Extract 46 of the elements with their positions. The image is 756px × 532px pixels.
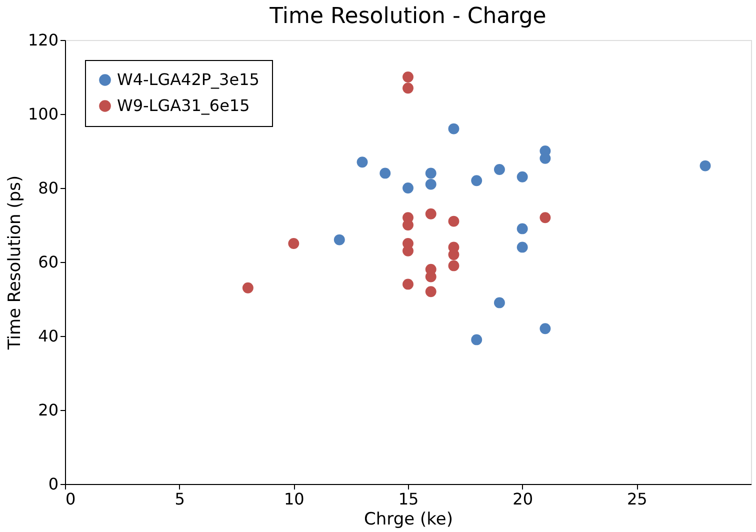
point (402, 220, 414, 230)
point (402, 182, 414, 194)
point (356, 156, 368, 168)
point (425, 286, 436, 298)
point (380, 168, 391, 179)
y-tick-label: 60 (38, 252, 58, 272)
x-tick-label: 20 (512, 490, 534, 508)
x-tick-label: 10 (284, 490, 304, 508)
point (448, 260, 460, 272)
x-tick-label: 0 (66, 490, 76, 508)
y-tick-label: 100 (28, 104, 58, 124)
point (516, 223, 528, 234)
point (402, 72, 414, 82)
y-tick-label: 120 (28, 30, 58, 50)
point (471, 175, 482, 186)
legend-label: W9-LGA31_6e15 (117, 96, 250, 115)
x-tick-label: 15 (398, 490, 419, 508)
point (425, 168, 436, 179)
point (540, 212, 551, 224)
point (471, 334, 482, 346)
point (448, 249, 460, 260)
point (425, 208, 436, 220)
point (242, 282, 254, 294)
point (334, 234, 345, 246)
point (516, 242, 528, 253)
point (448, 123, 460, 134)
y-axis-title: Time Resolution (ps) (4, 175, 25, 351)
y-tick-label: 0 (48, 474, 58, 494)
point (540, 323, 551, 334)
x-axis-title: Chrge (ke) (364, 510, 453, 530)
y-tick-label: 40 (38, 326, 58, 346)
point (288, 238, 300, 249)
chart-title: Time Resolution - Charge (268, 4, 546, 29)
point (402, 82, 414, 94)
x-tick-label: 25 (626, 490, 648, 508)
point (700, 160, 711, 172)
x-tick-label: 5 (174, 490, 185, 508)
point (494, 164, 505, 175)
legend-label: W4-LGA42P_3e15 (117, 70, 260, 89)
y-tick-label: 80 (38, 178, 58, 198)
point (448, 216, 460, 227)
y-tick-label: 20 (38, 400, 58, 420)
point (516, 171, 528, 182)
point (494, 297, 505, 308)
point (402, 278, 414, 290)
point (425, 178, 436, 190)
